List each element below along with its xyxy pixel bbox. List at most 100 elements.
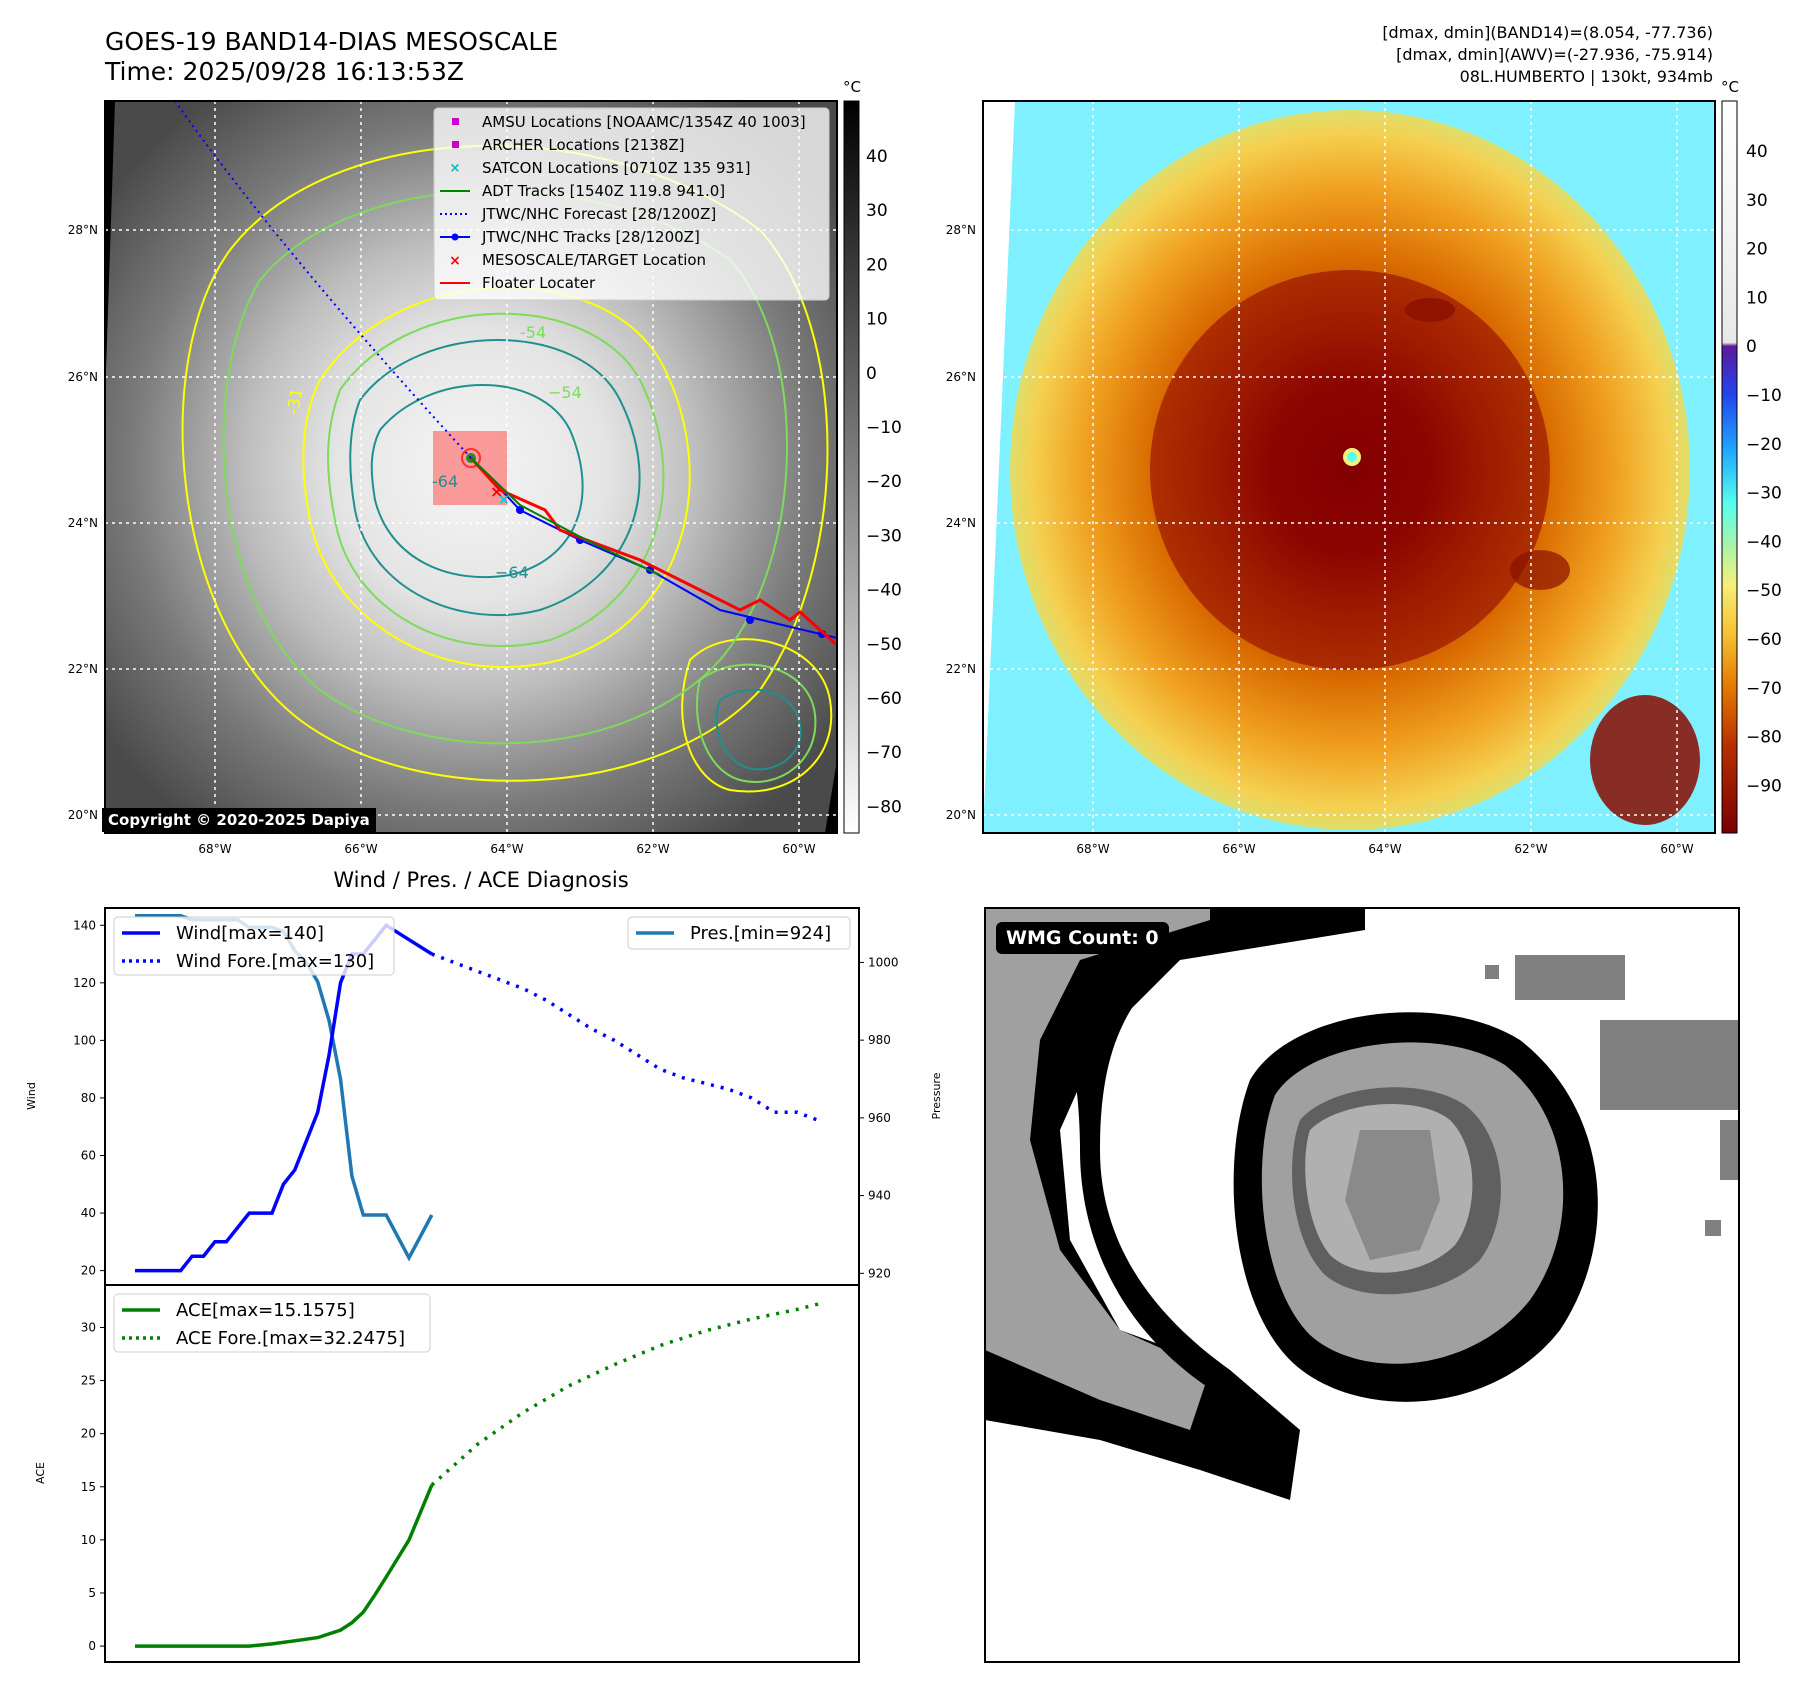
color-lon-label: 68°W [1076, 842, 1109, 856]
ir-lon-label: 60°W [782, 842, 815, 856]
color-lat-label: 20°N [946, 808, 976, 822]
contour-label: -64 [432, 472, 458, 491]
color-colorbar-tick: −90 [1746, 776, 1782, 796]
color-lon-label: 66°W [1222, 842, 1255, 856]
pressure-tick-label: 920 [868, 1266, 891, 1280]
color-colorbar-tick: −40 [1746, 532, 1782, 552]
wind-tick-label: 120 [73, 976, 96, 990]
legend-floater: Floater Locater [482, 274, 596, 292]
wind-tick-label: 100 [73, 1033, 96, 1047]
pressure-legend: Pres.[min=924] [627, 916, 851, 950]
ir-colorbar-tick: −10 [866, 418, 902, 438]
ir-colorbar-tick: −70 [866, 743, 902, 763]
color-lon-label: 60°W [1660, 842, 1693, 856]
ir-colorbar-unit: °C [843, 78, 861, 96]
ir-lon-label: 62°W [636, 842, 669, 856]
contour-label: −64 [495, 563, 529, 582]
svg-text:×: × [498, 492, 510, 508]
ir-lat-label: 20°N [68, 808, 98, 822]
color-colorbar-tick: −70 [1746, 679, 1782, 699]
color-lon-label: 62°W [1514, 842, 1547, 856]
ace-tick-label: 30 [81, 1320, 96, 1334]
wmg-panel [985, 908, 1740, 1662]
legend-amsu: AMSU Locations [NOAAMC/1354Z 40 1003] [482, 113, 806, 131]
color-colorbar-tick: 40 [1746, 142, 1768, 162]
ace-line [135, 1484, 434, 1648]
color-colorbar-tick: −50 [1746, 581, 1782, 601]
legend-pressure: Pres.[min=924] [690, 923, 831, 944]
ace-tick-label: 10 [81, 1533, 96, 1547]
ir-colorbar-tick: −50 [866, 635, 902, 655]
ir-legend: × × AMSU Locations [NOAAMC/1354Z 40 1003… [433, 107, 830, 301]
legend-adt: ADT Tracks [1540Z 119.8 941.0] [482, 182, 725, 200]
ace-tick-label: 15 [81, 1480, 96, 1494]
color-colorbar-tick: −60 [1746, 630, 1782, 650]
wind-tick-label: 60 [81, 1148, 96, 1162]
color-colorbar-tick: 10 [1746, 288, 1768, 308]
contour-label: −54 [548, 383, 582, 402]
storm-id-text: 08L.HUMBERTO | 130kt, 934mb [1460, 67, 1713, 86]
ace-tick-label: 5 [88, 1586, 96, 1600]
ir-colorbar-tick: 10 [866, 310, 888, 330]
color-colorbar-tick: 30 [1746, 191, 1768, 211]
ir-colorbar-tick: 20 [866, 255, 888, 275]
ir-lon-label: 66°W [344, 842, 377, 856]
svg-text:×: × [450, 161, 461, 176]
color-lat-label: 24°N [946, 516, 976, 530]
contour-label: -31 [283, 387, 306, 416]
ace-tick-label: 20 [81, 1427, 96, 1441]
pressure-tick-label: 940 [868, 1189, 891, 1203]
color-colorbar-tick: −20 [1746, 435, 1782, 455]
legend-wind-fore: Wind Fore.[max=130] [176, 951, 374, 972]
ir-lat-label: 26°N [68, 370, 98, 384]
ir-lon-label: 64°W [490, 842, 523, 856]
ace-tick-label: 25 [81, 1374, 96, 1388]
ir-lat-label: 22°N [68, 662, 98, 676]
wind-legend: Wind[max=140] Wind Fore.[max=130] [113, 916, 395, 976]
color-lat-label: 28°N [946, 223, 976, 237]
color-colorbar-tick: 20 [1746, 240, 1768, 260]
copyright-badge: Copyright © 2020-2025 Dapiya [102, 808, 376, 832]
ir-lat-label: 28°N [68, 223, 98, 237]
ir-colorbar-tick: −20 [866, 472, 902, 492]
ir-colorbar-tick: 40 [866, 147, 888, 167]
legend-satcon: SATCON Locations [0710Z 135 931] [482, 159, 750, 177]
pressure-tick-label: 980 [868, 1033, 891, 1047]
ir-colorbar-tick: −40 [866, 581, 902, 601]
diag-title: Wind / Pres. / ACE Diagnosis [333, 868, 628, 892]
legend-archer: ARCHER Locations [2138Z] [482, 136, 685, 154]
color-colorbar-tick: −30 [1746, 484, 1782, 504]
wind-tick-label: 20 [81, 1264, 96, 1278]
ace-legend: ACE[max=15.1575] ACE Fore.[max=32.2475] [113, 1293, 431, 1353]
awv-range-text: [dmax, dmin](AWV)=(-27.936, -75.914) [1396, 45, 1713, 64]
color-lat-label: 26°N [946, 370, 976, 384]
figure-time: Time: 2025/09/28 16:13:53Z [104, 57, 464, 86]
ir-image-panel: × × -31 -54 -64 −64 −54 × × AMSU Locatio… [105, 101, 837, 833]
wind-tick-label: 80 [81, 1091, 96, 1105]
contour-label: -54 [520, 323, 546, 342]
pressure-tick-label: 960 [868, 1111, 891, 1125]
ir-colorbar-tick: −60 [866, 689, 902, 709]
color-enhanced-panel [983, 101, 1715, 833]
svg-text:×: × [449, 253, 461, 269]
color-colorbar-tick: −80 [1746, 728, 1782, 748]
legend-forecast: JTWC/NHC Forecast [28/1200Z] [481, 205, 716, 223]
ir-colorbar-tick: −80 [866, 797, 902, 817]
color-colorbar-tick: −10 [1746, 386, 1782, 406]
legend-tracks: JTWC/NHC Tracks [28/1200Z] [481, 228, 700, 246]
color-colorbar-tick: 0 [1746, 337, 1757, 357]
legend-ace-fore: ACE Fore.[max=32.2475] [176, 1328, 405, 1349]
wind-ylabel: Wind [25, 1082, 38, 1110]
legend-wind: Wind[max=140] [176, 923, 324, 944]
pressure-ylabel: Pressure [930, 1072, 943, 1119]
ir-lon-label: 68°W [198, 842, 231, 856]
color-colorbar-unit: °C [1721, 78, 1739, 96]
pressure-tick-label: 1000 [868, 955, 899, 969]
svg-text:×: × [490, 482, 503, 501]
legend-target: MESOSCALE/TARGET Location [482, 251, 706, 269]
ir-colorbar-tick: 0 [866, 364, 877, 384]
wmg-count-badge: WMG Count: 0 [996, 922, 1169, 954]
figure-title: GOES-19 BAND14-DIAS MESOSCALE [105, 27, 558, 56]
color-lat-label: 22°N [946, 662, 976, 676]
